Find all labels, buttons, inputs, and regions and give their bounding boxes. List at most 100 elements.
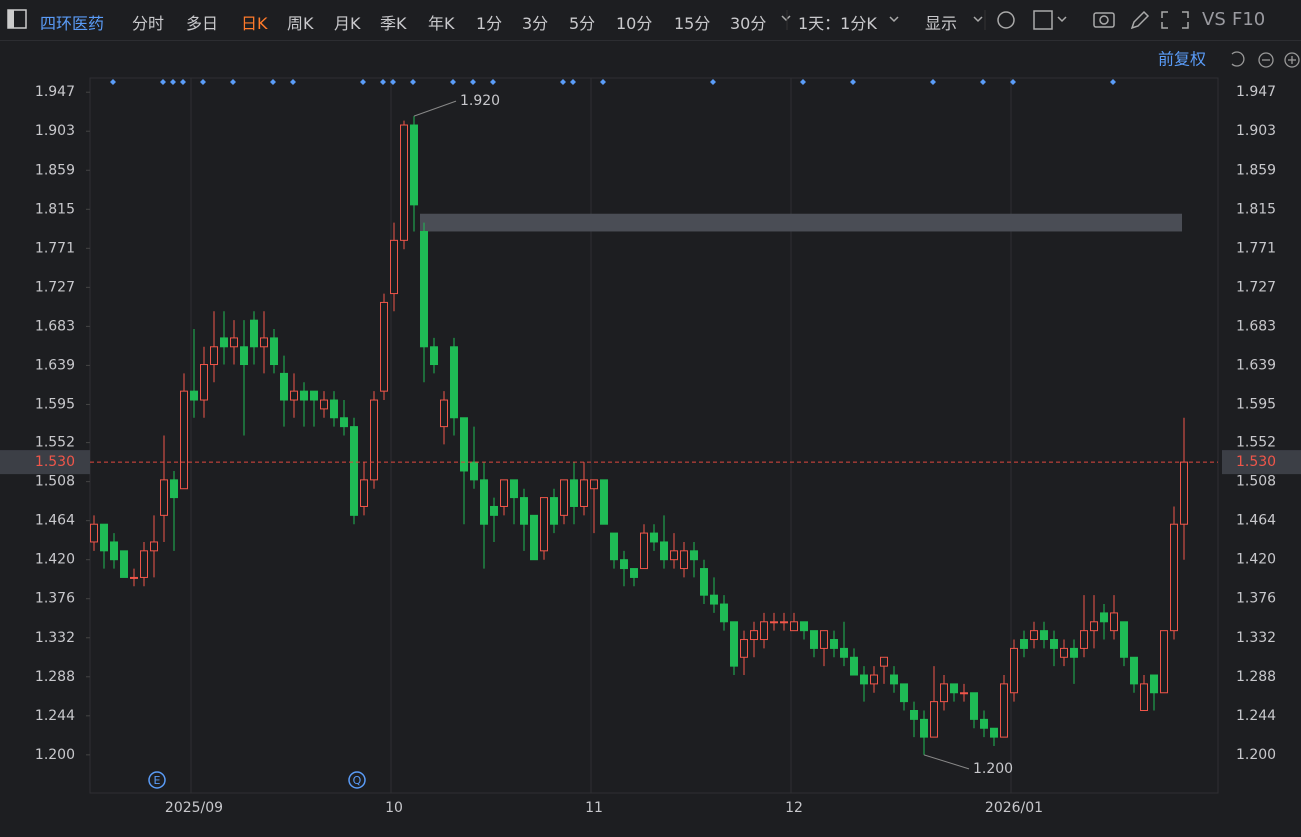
candle-body xyxy=(540,497,548,552)
period-tab[interactable]: 周K xyxy=(287,14,314,33)
y-tick-label: 1.947 xyxy=(35,84,75,100)
period-tab[interactable]: 多日 xyxy=(186,14,219,33)
event-diamond xyxy=(1110,79,1116,85)
period-tab[interactable]: 15分 xyxy=(674,14,711,33)
y2-tick-label: 1.683 xyxy=(1236,318,1276,334)
period-tab[interactable]: 季K xyxy=(380,14,407,33)
y2-tick-label: 1.639 xyxy=(1236,357,1276,373)
event-diamond xyxy=(410,79,416,85)
y2-tick-label: 1.903 xyxy=(1236,123,1276,139)
last-price-label: 1.530 xyxy=(35,454,75,470)
candle-body xyxy=(130,576,138,579)
candle-body xyxy=(1020,639,1028,649)
y-tick-label: 1.552 xyxy=(35,435,75,451)
candle-body xyxy=(760,621,768,641)
candle-body xyxy=(860,674,868,685)
x-tick-label: 11 xyxy=(585,800,603,816)
candle-body xyxy=(1050,639,1058,649)
period-tab[interactable]: 1分 xyxy=(476,14,503,33)
y2-tick-label: 1.727 xyxy=(1236,279,1276,295)
candle-body xyxy=(210,346,218,366)
candle-body xyxy=(100,523,108,552)
candle-body xyxy=(610,532,618,561)
last-price-label: 1.530 xyxy=(1236,454,1276,470)
candle-body xyxy=(420,230,428,348)
candle-body xyxy=(190,390,198,401)
candle-body xyxy=(670,550,678,561)
event-diamond xyxy=(1010,79,1016,85)
price-zone xyxy=(420,213,1182,232)
period-tab[interactable]: 日K xyxy=(241,14,268,33)
f10[interactable]: F10 xyxy=(1232,9,1266,30)
y-tick-label: 1.200 xyxy=(35,747,75,763)
y2-tick-label: 1.332 xyxy=(1236,630,1276,646)
y-tick-label: 1.771 xyxy=(35,240,75,256)
y-tick-label: 1.595 xyxy=(35,396,75,412)
candle-body xyxy=(730,621,738,667)
event-diamond xyxy=(800,79,806,85)
candle-body xyxy=(460,417,468,472)
vs[interactable]: VS xyxy=(1202,9,1226,30)
event-diamond xyxy=(450,79,456,85)
y2-tick-label: 1.288 xyxy=(1236,669,1276,685)
candle-body xyxy=(550,497,558,525)
y2-tick-label: 1.947 xyxy=(1236,84,1276,100)
y-tick-label: 1.859 xyxy=(35,162,75,178)
candle-body xyxy=(810,630,818,649)
period-tab[interactable]: 30分 xyxy=(730,14,767,33)
y-tick-label: 1.376 xyxy=(35,591,75,607)
candle-body xyxy=(310,390,318,401)
candle-body xyxy=(720,603,728,623)
candle-body xyxy=(790,621,798,632)
candle-body xyxy=(640,532,648,570)
candle-body xyxy=(650,532,658,543)
event-diamond xyxy=(360,79,366,85)
event-diamond xyxy=(270,79,276,85)
annotation-leader xyxy=(413,100,457,117)
display[interactable]: 显示 xyxy=(925,14,958,33)
candle-body xyxy=(1170,523,1178,632)
event-diamond xyxy=(850,79,856,85)
candle-body xyxy=(450,346,458,419)
period-tab[interactable]: 年K xyxy=(428,14,455,33)
candle-body xyxy=(700,568,708,596)
candle-body xyxy=(1140,683,1148,711)
plot-frame xyxy=(89,77,1219,794)
candle-body xyxy=(570,479,578,507)
period-tab[interactable]: 月K xyxy=(334,14,361,33)
event-diamond xyxy=(490,79,496,85)
window-icon xyxy=(7,9,27,29)
adjust-mode[interactable]: 前复权 xyxy=(1158,50,1206,69)
event-diamond xyxy=(180,79,186,85)
low-label: 1.200 xyxy=(973,761,1013,777)
candle-body xyxy=(240,346,248,366)
candle-body xyxy=(1030,630,1038,641)
candle-body xyxy=(710,594,718,605)
period-tab[interactable]: 10分 xyxy=(616,14,653,33)
interval[interactable]: 1天：1分K xyxy=(798,14,877,33)
x-tick-label: 2026/01 xyxy=(985,800,1043,816)
period-tab[interactable]: 分时 xyxy=(132,14,165,33)
stock-name[interactable]: 四环医药 xyxy=(40,14,105,33)
candle-body xyxy=(1060,647,1068,658)
event-diamond xyxy=(980,79,986,85)
candle-body xyxy=(880,656,888,667)
last-price-box xyxy=(1222,450,1301,475)
candle-body xyxy=(660,541,668,561)
candle-body xyxy=(1120,621,1128,658)
event-icon xyxy=(148,771,166,789)
event-diamond xyxy=(560,79,566,85)
event-diamond xyxy=(170,79,176,85)
candle-body xyxy=(1080,630,1088,649)
candle-body xyxy=(260,337,268,348)
toolbar: 四环医药 1天：1分K 显示 VS F10 分时 多日 日K 周K 月K 季K 年K 1分 3分… xyxy=(0,0,1301,41)
candle-body xyxy=(690,550,698,561)
candle-body xyxy=(910,710,918,720)
candle-body xyxy=(780,621,788,624)
period-tab[interactable]: 3分 xyxy=(522,14,549,33)
y-tick-label: 1.288 xyxy=(35,669,75,685)
period-tab[interactable]: 5分 xyxy=(569,14,596,33)
candle-body xyxy=(770,621,778,624)
candle-body xyxy=(120,550,128,578)
candle-body xyxy=(590,479,598,490)
